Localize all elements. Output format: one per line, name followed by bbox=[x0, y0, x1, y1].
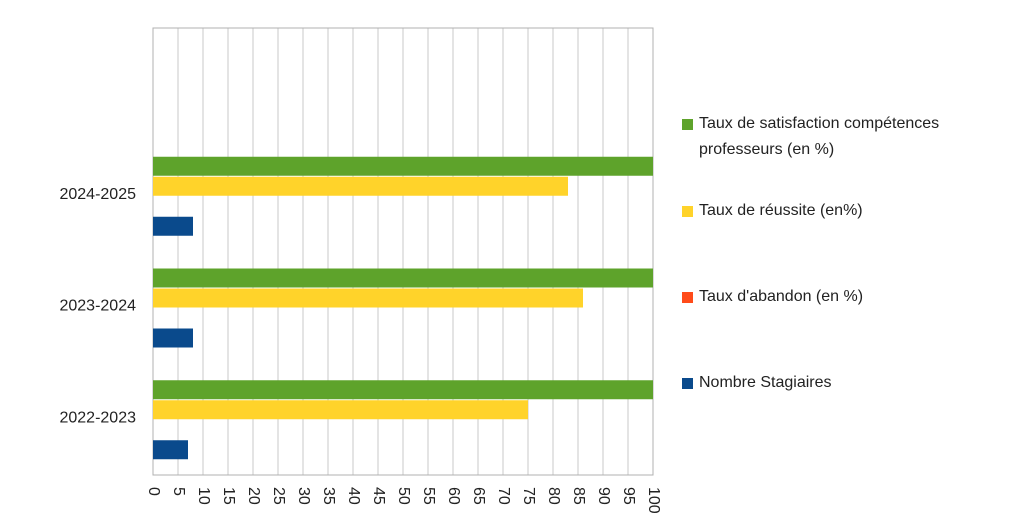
legend-swatch bbox=[682, 292, 693, 303]
x-tick-label: 75 bbox=[520, 487, 537, 505]
legend-swatch bbox=[682, 378, 693, 389]
bar bbox=[153, 216, 193, 236]
bar bbox=[153, 176, 568, 196]
bar bbox=[153, 400, 528, 420]
x-tick-label: 90 bbox=[595, 487, 612, 505]
x-tick-label: 100 bbox=[645, 487, 662, 514]
legend-label: Taux de réussite (en%) bbox=[699, 202, 863, 219]
y-tick-label: 2024-2025 bbox=[59, 186, 136, 203]
x-tick-label: 50 bbox=[395, 487, 412, 505]
y-tick-label: 2022-2023 bbox=[59, 409, 136, 426]
bar bbox=[153, 328, 193, 348]
bar bbox=[153, 380, 653, 400]
x-tick-label: 35 bbox=[320, 487, 337, 505]
legend-label: Taux de satisfaction compétences profess… bbox=[699, 115, 940, 158]
legend-item: Nombre Stagiaires bbox=[680, 370, 1009, 396]
x-tick-label: 60 bbox=[445, 487, 462, 505]
plot-border bbox=[152, 27, 654, 476]
x-tick-label: 0 bbox=[145, 487, 162, 496]
x-tick-label: 70 bbox=[495, 487, 512, 505]
y-tick-label: 2023-2024 bbox=[59, 298, 136, 315]
legend-label: Taux d'abandon (en %) bbox=[699, 288, 864, 305]
legend-item: Taux de satisfaction compétences profess… bbox=[680, 111, 1009, 163]
legend-item: Taux d'abandon (en %) bbox=[680, 284, 1009, 310]
x-tick-label: 10 bbox=[195, 487, 212, 505]
x-tick-label: 25 bbox=[270, 487, 287, 505]
x-tick-label: 65 bbox=[470, 487, 487, 505]
x-tick-label: 95 bbox=[620, 487, 637, 505]
x-tick-label: 85 bbox=[570, 487, 587, 505]
legend-swatch bbox=[682, 119, 693, 130]
bar bbox=[153, 268, 653, 288]
x-tick-label: 5 bbox=[170, 487, 187, 496]
bar bbox=[153, 156, 653, 176]
x-tick-label: 80 bbox=[545, 487, 562, 505]
x-tick-label: 45 bbox=[370, 487, 387, 505]
legend-label: Nombre Stagiaires bbox=[699, 374, 832, 391]
x-tick-label: 55 bbox=[420, 487, 437, 505]
bar bbox=[153, 288, 583, 308]
x-tick-label: 40 bbox=[345, 487, 362, 505]
bar bbox=[153, 440, 188, 460]
legend-swatch bbox=[682, 206, 693, 217]
x-tick-label: 15 bbox=[220, 487, 237, 505]
x-tick-label: 30 bbox=[295, 487, 312, 505]
x-tick-label: 20 bbox=[245, 487, 262, 505]
legend-item: Taux de réussite (en%) bbox=[680, 198, 1009, 224]
